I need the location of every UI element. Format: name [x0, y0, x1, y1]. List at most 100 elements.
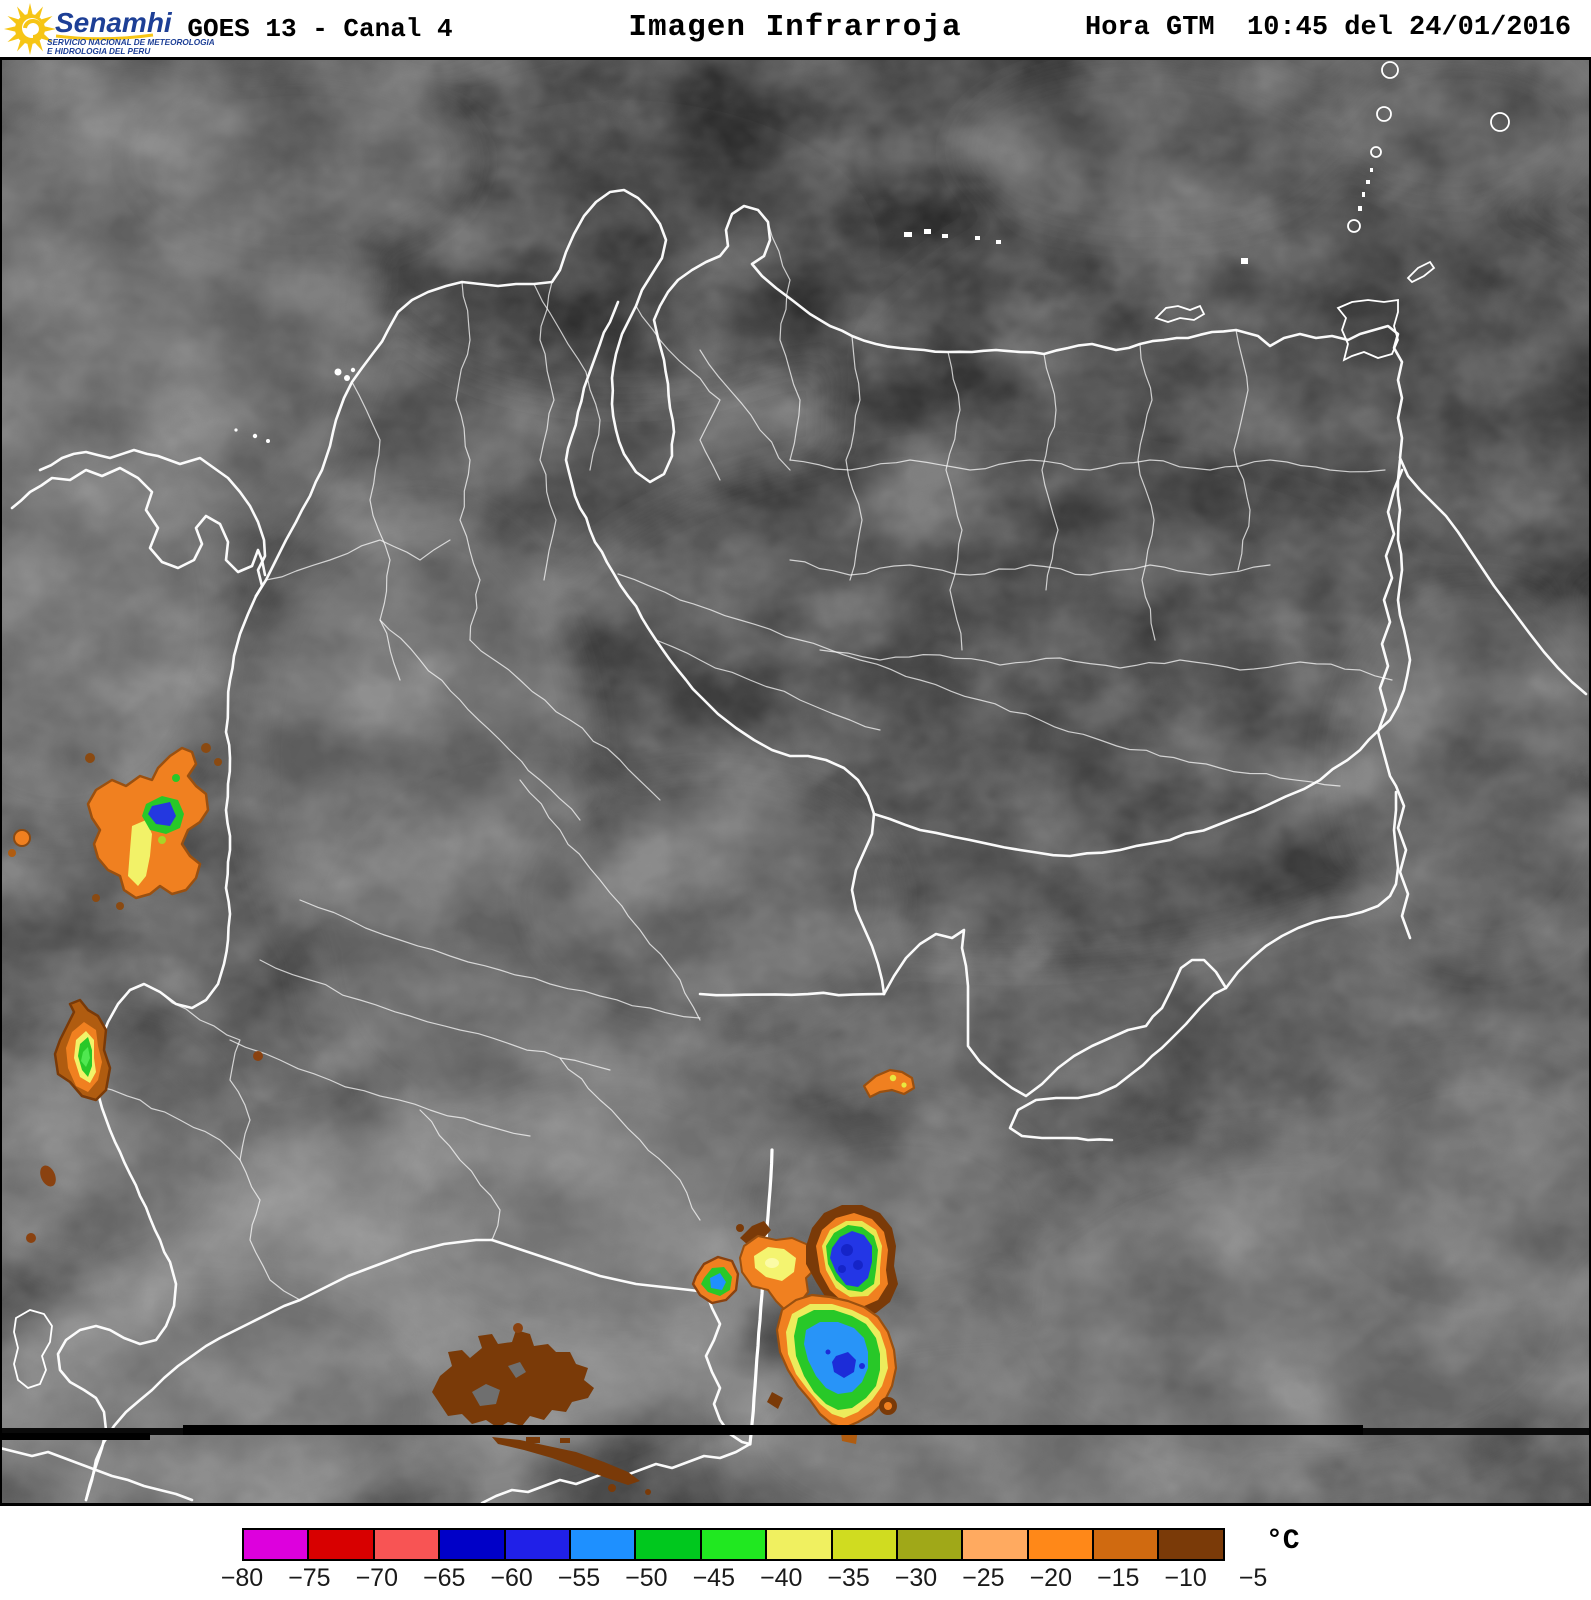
department-border-11 — [845, 335, 863, 581]
sun-ray — [26, 3, 34, 17]
department-border-21 — [259, 959, 611, 1071]
department-border-13 — [1041, 353, 1059, 591]
department-border-23 — [519, 779, 701, 1021]
page-title: Imagen Infrarroja — [628, 10, 962, 45]
product-label: GOES 13 - Canal 4 — [187, 14, 453, 44]
department-border-5 — [379, 619, 581, 821]
tick-label: −45 — [692, 1564, 735, 1592]
tick-label: −55 — [557, 1564, 601, 1592]
department-border-0 — [265, 539, 451, 581]
department-border-14 — [1137, 343, 1156, 641]
department-border-16 — [789, 459, 1386, 473]
island-specks — [234, 168, 1373, 443]
colorbar-cell — [372, 1528, 441, 1561]
sun-ray — [42, 25, 56, 33]
st-lucia-island — [1376, 106, 1392, 122]
colorbar-cell — [1026, 1528, 1095, 1561]
tick-label: −80 — [220, 1564, 264, 1592]
department-border-26 — [159, 991, 251, 1161]
country-border-2 — [254, 188, 1588, 696]
country-border-5 — [698, 991, 886, 997]
colorbar-cell — [830, 1528, 898, 1561]
colorbar-cell — [961, 1528, 1029, 1561]
martinique-island — [1381, 61, 1399, 79]
department-border-15 — [1233, 329, 1251, 571]
tick-label: −10 — [1164, 1564, 1207, 1592]
country-border-14 — [872, 458, 1412, 858]
equator-line — [0, 1425, 1591, 1440]
senamhi-logo: Senamhi SERVICIO NACIONAL DE METEOROLOGI… — [4, 3, 215, 56]
country-border-1 — [38, 448, 267, 598]
colorbar-cell — [634, 1528, 702, 1561]
storm-complex-south — [691, 1205, 898, 1444]
country-border-9 — [84, 1238, 494, 1502]
colorbar-cell — [503, 1528, 571, 1561]
colorbar-cell — [1092, 1528, 1160, 1561]
satellite-map — [0, 57, 1591, 1506]
tick-label: −40 — [759, 1564, 803, 1592]
unit-label: °C — [1266, 1526, 1300, 1557]
brown-cloud-region — [26, 1051, 744, 1495]
logo-swoosh — [55, 33, 154, 41]
department-border-27 — [95, 1085, 301, 1301]
department-border-22 — [299, 899, 701, 1019]
barbados-island — [1490, 112, 1510, 132]
tick-label: −30 — [894, 1564, 938, 1592]
logo-subtitle-2: E HIDROLOGIA DEL PERU — [47, 47, 151, 56]
island-outlines — [13, 61, 1510, 1390]
colorbar-cell — [568, 1528, 637, 1561]
tick-label: −60 — [490, 1564, 533, 1592]
sun-ray — [26, 41, 34, 55]
department-border-8 — [655, 639, 881, 731]
department-border-1 — [351, 381, 401, 681]
tick-label: −20 — [1029, 1564, 1072, 1592]
colorbar-cell — [699, 1528, 768, 1561]
tick-label: −35 — [827, 1564, 870, 1592]
header-bar: Senamhi SERVICIO NACIONAL DE METEOROLOGI… — [0, 0, 1591, 57]
colorbar — [242, 1528, 1253, 1561]
margarita-island — [1154, 304, 1206, 323]
tick-label: −65 — [422, 1564, 466, 1592]
storm-cell-west — [53, 998, 112, 1102]
country-border-6 — [882, 928, 1228, 1142]
country-border-8 — [1376, 468, 1412, 940]
country-border-11 — [704, 1290, 752, 1446]
department-border-2 — [455, 281, 481, 641]
tick-label: −15 — [1096, 1564, 1140, 1592]
grenada-island — [1347, 219, 1361, 233]
tick-label: −25 — [962, 1564, 1005, 1592]
department-border-4 — [533, 283, 601, 471]
department-border-9 — [635, 305, 721, 481]
map-frame — [0, 57, 1591, 1506]
tick-label: −75 — [288, 1564, 331, 1592]
colorbar-cell — [765, 1528, 833, 1561]
sun-icon — [4, 3, 56, 55]
country-border-13 — [0, 1446, 194, 1502]
colorbar-cell — [242, 1528, 310, 1561]
country-borders — [0, 188, 1588, 1505]
trapecio-west-border — [748, 1148, 774, 1446]
tobago-island — [1406, 260, 1436, 284]
tick-label: −70 — [355, 1564, 398, 1592]
colorbar-footer: −80 −75 −70 −65 −60 −55 −50 −45 −40 −35 −30 −25 −20−… — [0, 1506, 1591, 1600]
country-border-10 — [490, 1238, 708, 1294]
storm-cell-northwest — [8, 743, 222, 910]
department-border-3 — [539, 281, 557, 581]
logo-subtitle-1: SERVICIO NACIONAL DE METEOROLOGIA — [47, 38, 215, 47]
department-border-19 — [699, 349, 791, 471]
department-border-20 — [229, 1039, 531, 1137]
department-border-10 — [767, 221, 801, 461]
storm-cell-east-small — [862, 1068, 916, 1099]
puna-island — [13, 1309, 53, 1390]
datetime-label: Hora GTM 10:45 del 24/01/2016 — [1085, 13, 1572, 43]
colorbar-cell — [307, 1528, 375, 1561]
trinidad-island — [1336, 298, 1399, 362]
department-border-7 — [617, 573, 1341, 787]
colorbar-cell — [1157, 1528, 1225, 1561]
department-border-6 — [469, 639, 661, 801]
department-border-25 — [559, 1057, 701, 1221]
department-border-12 — [945, 351, 963, 651]
department-border-17 — [789, 559, 1271, 576]
logo-brand: Senamhi — [55, 7, 173, 38]
